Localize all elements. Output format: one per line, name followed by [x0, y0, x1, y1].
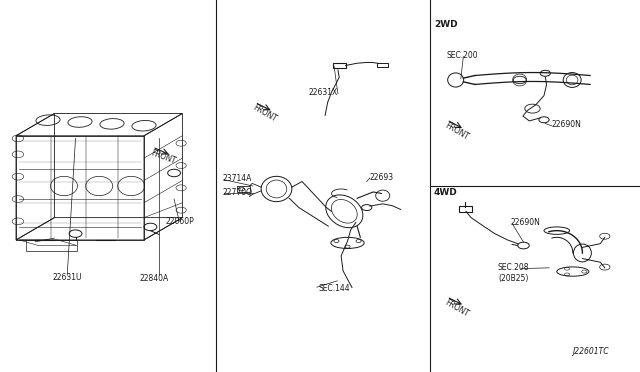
Text: 22693: 22693 — [370, 173, 394, 182]
Text: 22690N: 22690N — [511, 218, 541, 227]
Text: 2WD: 2WD — [434, 20, 458, 29]
Text: SEC.208: SEC.208 — [498, 263, 529, 272]
Text: FRONT: FRONT — [443, 298, 470, 318]
Text: J22601TC: J22601TC — [573, 347, 609, 356]
Text: 22840A: 22840A — [140, 274, 169, 283]
Text: (20B25): (20B25) — [498, 274, 528, 283]
Text: 23714A: 23714A — [223, 174, 252, 183]
Text: 22770Q: 22770Q — [223, 188, 253, 197]
Text: 22631X: 22631X — [308, 88, 338, 97]
Text: SEC.200: SEC.200 — [447, 51, 478, 60]
Text: FRONT: FRONT — [149, 149, 177, 166]
Text: 22690N: 22690N — [552, 121, 582, 129]
Text: SEC.144: SEC.144 — [318, 284, 349, 293]
Text: 22631U: 22631U — [52, 273, 82, 282]
Text: FRONT: FRONT — [252, 103, 278, 124]
Text: 4WD: 4WD — [434, 188, 458, 197]
Text: 22060P: 22060P — [165, 217, 194, 226]
Text: FRONT: FRONT — [443, 121, 470, 142]
